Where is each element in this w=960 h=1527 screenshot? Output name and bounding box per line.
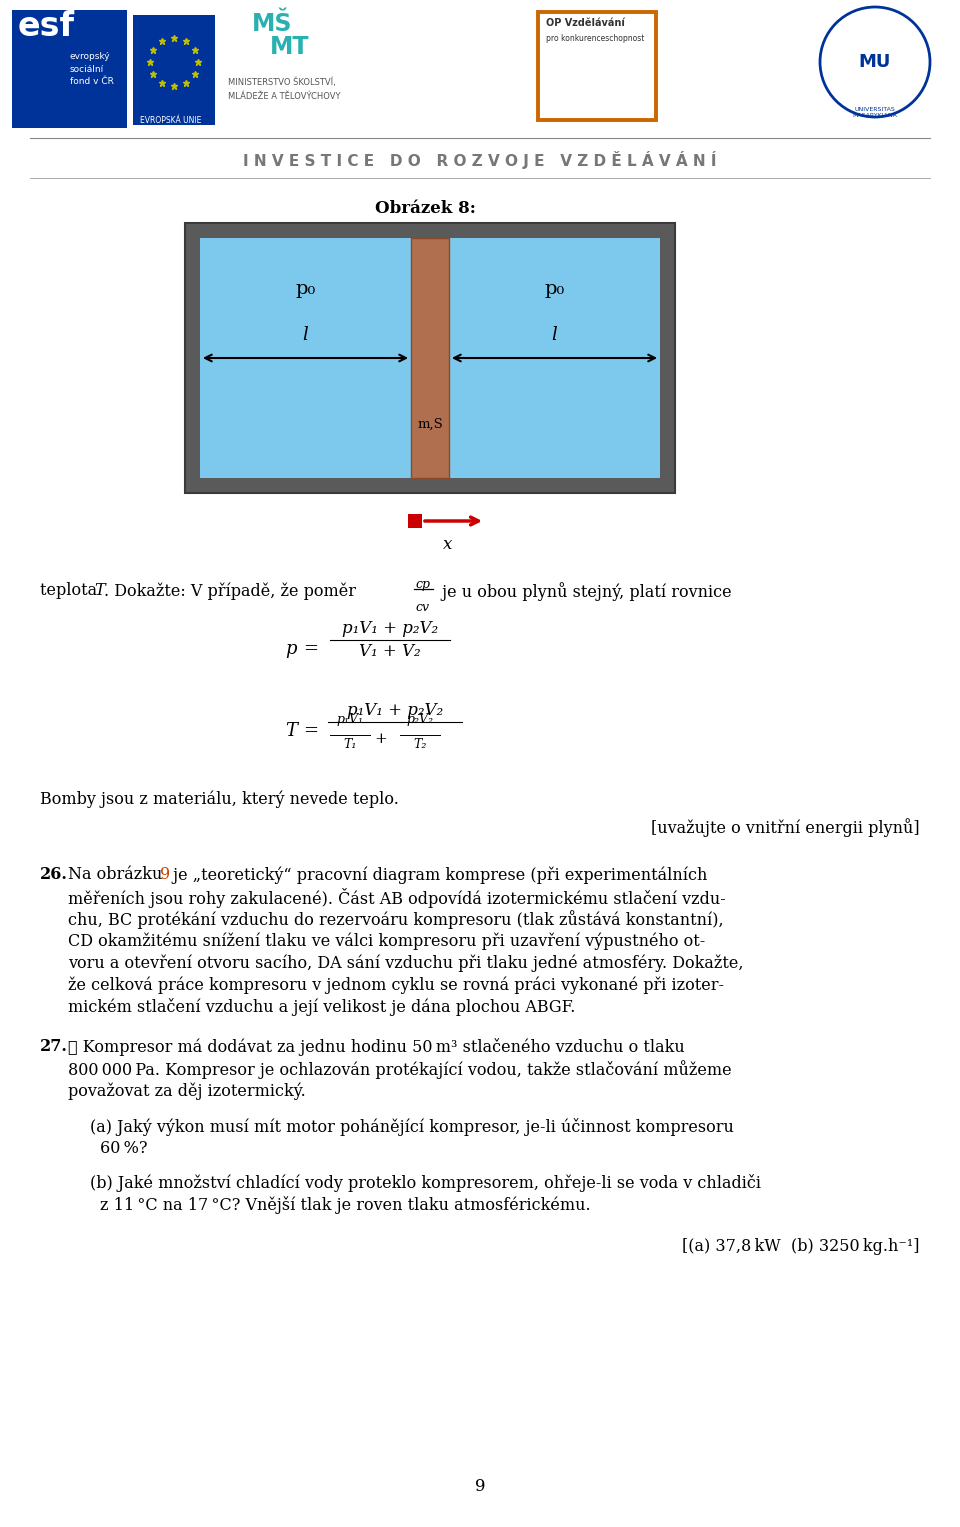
Bar [411,238,449,478]
Text: cv: cv [415,602,429,614]
Text: CD okamžitému snížení tlaku ve válci kompresoru při uzavření výpustného ot-: CD okamžitému snížení tlaku ve válci kom… [68,931,706,950]
Bar [133,15,215,125]
Text: 800 000 Pa. Kompresor je ochlazován protékající vodou, takže stlačování můžeme: 800 000 Pa. Kompresor je ochlazován prot… [68,1060,732,1080]
Text: 60 %?: 60 %? [100,1141,148,1157]
Bar [185,223,675,493]
Text: mickém stlačení vzduchu a její velikost je dána plochou ABGF.: mickém stlačení vzduchu a její velikost … [68,999,575,1015]
Text: [uvažujte o vnitřní energii plynů]: [uvažujte o vnitřní energii plynů] [652,818,920,837]
Bar [538,12,656,121]
Text: 9: 9 [160,866,170,883]
Text: voru a otevření otvoru sacího, DA sání vzduchu při tlaku jedné atmosféry. Dokažt: voru a otevření otvoru sacího, DA sání v… [68,954,743,971]
Text: p₂V₂: p₂V₂ [406,713,434,725]
Text: EVROPSKÁ UNIE: EVROPSKÁ UNIE [140,116,202,125]
Text: MU: MU [859,53,891,70]
Text: m,S: m,S [418,418,443,431]
Text: cp: cp [415,579,430,591]
Text: [(a) 37,8 kW  (b) 3250 kg.h⁻¹]: [(a) 37,8 kW (b) 3250 kg.h⁻¹] [683,1238,920,1255]
Text: I N V E S T I C E   D O   R O Z V O J E   V Z D Ě L Á V Á N Í: I N V E S T I C E D O R O Z V O J E V Z … [243,151,717,169]
Text: MT: MT [270,35,309,60]
Text: MINISTERSTVO ŠKOLSTVÍ,
MLÁDEŽE A TĚLOVÝCHOVY: MINISTERSTVO ŠKOLSTVÍ, MLÁDEŽE A TĚLOVÝC… [228,78,341,101]
Text: T: T [94,582,105,599]
Text: =: = [303,722,318,741]
Text: (b) Jaké množství chladící vody proteklo kompresorem, ohřeje-li se voda v chladi: (b) Jaké množství chladící vody proteklo… [90,1174,761,1193]
Text: je „teoretický“ pracovní diagram komprese (při experimentálních: je „teoretický“ pracovní diagram kompres… [168,866,708,884]
Text: esf: esf [18,11,75,43]
Text: MŠ: MŠ [252,12,293,37]
Text: p₀: p₀ [544,279,564,298]
Text: V₁ + V₂: V₁ + V₂ [359,643,420,660]
Text: 26.: 26. [40,866,68,883]
Text: z 11 °C na 17 °C? Vnější tlak je roven tlaku atmosférickému.: z 11 °C na 17 °C? Vnější tlak je roven t… [100,1196,590,1214]
Text: pro konkurenceschopnost: pro konkurenceschopnost [546,34,644,43]
Text: chu, BC protékání vzduchu do rezervoáru kompresoru (tlak zůstává konstantní),: chu, BC protékání vzduchu do rezervoáru … [68,910,724,928]
Bar [449,238,660,478]
Text: (a) Jaký výkon musí mít motor pohánějící kompresor, je-li účinnost kompresoru: (a) Jaký výkon musí mít motor pohánějící… [90,1118,733,1136]
Text: p: p [285,640,297,658]
Text: l: l [552,325,558,344]
Text: p₀: p₀ [296,279,316,298]
Text: měřeních jsou rohy zakulacené). Část AB odpovídá izotermickému stlačení vzdu-: měřeních jsou rohy zakulacené). Část AB … [68,889,726,909]
Text: p₁V₁ + p₂V₂: p₁V₁ + p₂V₂ [347,702,444,719]
Bar [200,238,411,478]
Text: teplota: teplota [40,582,103,599]
Text: p₁V₁: p₁V₁ [337,713,364,725]
Text: UNIVERSITAS
MASARYKIANA: UNIVERSITAS MASARYKIANA [852,107,898,118]
Text: +: + [374,731,388,747]
Text: evropský
sociální
fond v ČR: evropský sociální fond v ČR [70,52,114,86]
Text: T: T [285,722,297,741]
Bar [408,515,422,528]
Text: že celková práce kompresoru v jednom cyklu se rovná práci vykonané při izoter-: že celková práce kompresoru v jednom cyk… [68,976,724,994]
Text: Na obrázku: Na obrázku [68,866,167,883]
Text: 9: 9 [475,1478,485,1495]
Text: p₁V₁ + p₂V₂: p₁V₁ + p₂V₂ [342,620,438,637]
Text: T₁: T₁ [344,738,357,751]
Text: je u obou plynů stejný, platí rovnice: je u obou plynů stejný, platí rovnice [437,582,732,602]
Text: T₂: T₂ [414,738,426,751]
Text: OP Vzdělávání: OP Vzdělávání [546,18,625,27]
Text: x: x [444,536,453,553]
Text: . Dokažte: V případě, že poměr: . Dokažte: V případě, že poměr [104,582,356,600]
Bar [12,11,127,128]
Text: považovat za děj izotermický.: považovat za děj izotermický. [68,1083,305,1099]
Text: Bomby jsou z materiálu, který nevede teplo.: Bomby jsou z materiálu, který nevede tep… [40,789,398,808]
Text: l: l [302,325,308,344]
Text: ★ Kompresor má dodávat za jednu hodinu 50 m³ stlačeného vzduchu o tlaku: ★ Kompresor má dodávat za jednu hodinu 5… [68,1038,684,1057]
Text: =: = [303,640,318,658]
Text: Obrázek 8:: Obrázek 8: [375,200,476,217]
Text: 27.: 27. [40,1038,68,1055]
